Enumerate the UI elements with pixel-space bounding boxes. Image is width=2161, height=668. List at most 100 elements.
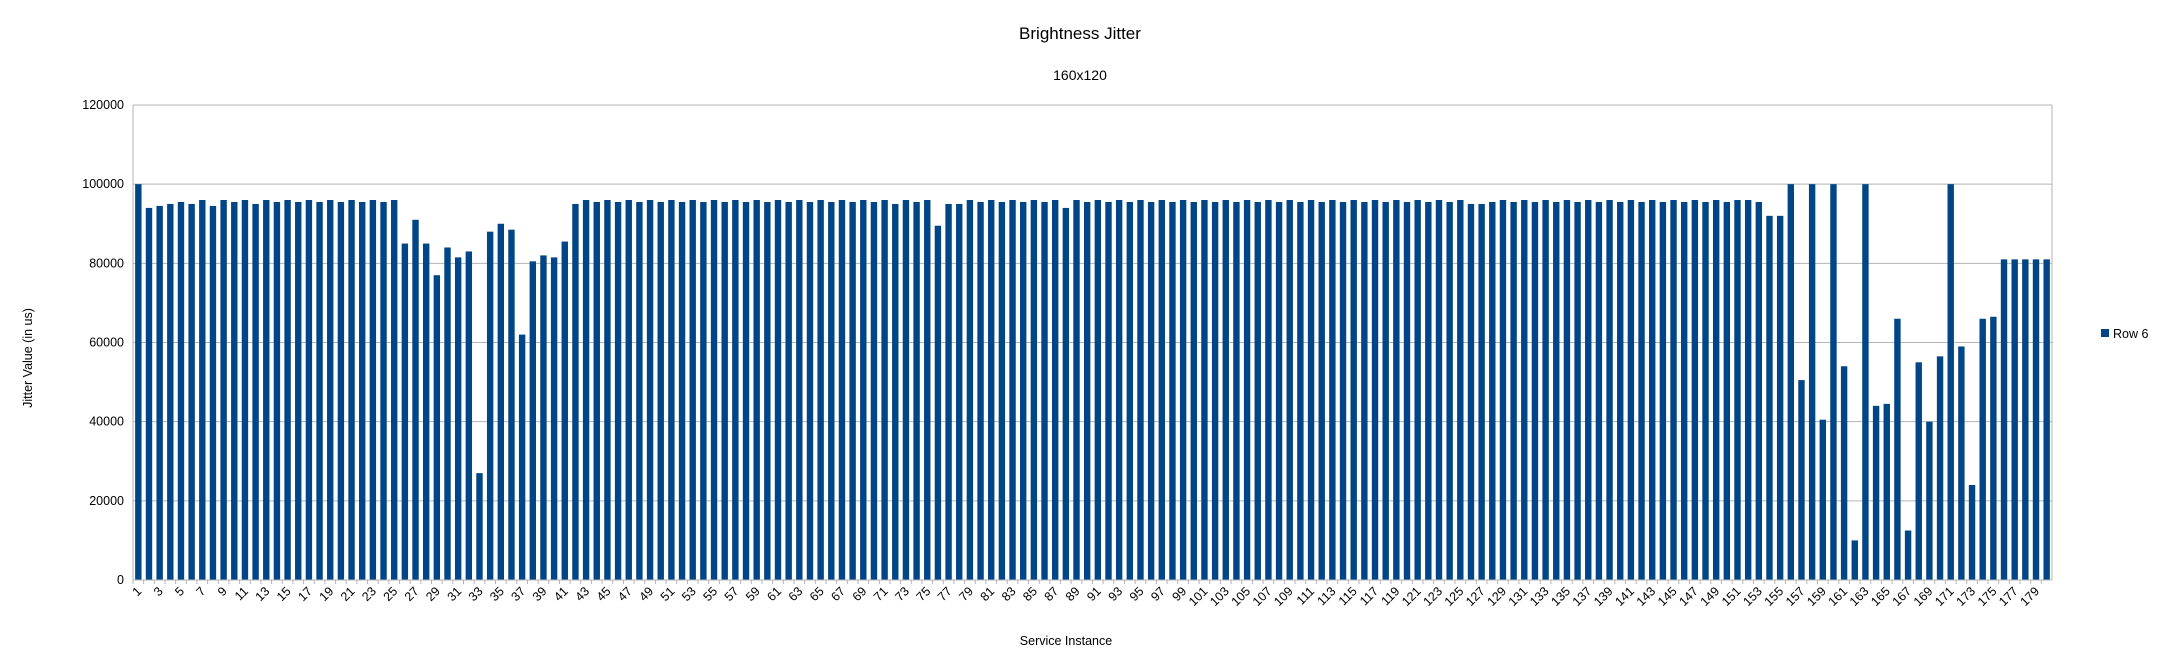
bar [988, 200, 995, 580]
bar [177, 201, 185, 580]
x-tick-label: 7 [194, 584, 209, 599]
x-tick-label: 83 [999, 584, 1019, 604]
bar [678, 201, 686, 580]
bar [956, 203, 963, 581]
x-tick-label: 15 [274, 584, 294, 604]
bar [145, 207, 153, 580]
bar [1691, 200, 1699, 580]
x-tick-label: 5 [172, 584, 187, 599]
x-tick-label: 179 [2017, 584, 2042, 609]
x-tick-label: 41 [551, 584, 571, 604]
x-tick-label: 149 [1698, 584, 1723, 609]
x-tick-label: 89 [1063, 584, 1083, 604]
x-tick-label: 45 [594, 584, 614, 604]
x-tick-label: 113 [1314, 584, 1338, 608]
x-tick-label: 63 [786, 584, 806, 604]
legend-label: Row 6 [2113, 327, 2148, 341]
bar [742, 201, 750, 580]
bar [1499, 200, 1507, 580]
bar [1489, 201, 1496, 580]
x-tick-label: 35 [487, 584, 507, 604]
bar [2043, 259, 2050, 580]
bar [1339, 201, 1347, 580]
bar [1659, 201, 1667, 580]
bar [1201, 200, 1208, 580]
bar [2022, 259, 2029, 580]
bar [1020, 201, 1027, 580]
x-tick-label: 155 [1762, 584, 1787, 609]
bar [444, 247, 451, 580]
bar [1073, 200, 1080, 580]
bar [422, 243, 430, 580]
bar [454, 257, 462, 580]
bar [465, 251, 473, 581]
bar [1158, 200, 1165, 580]
bar [646, 200, 654, 580]
bar [380, 201, 387, 580]
x-tick-label: 107 [1250, 584, 1275, 609]
x-tick-label: 23 [359, 584, 379, 604]
bar [1243, 200, 1251, 580]
bar [316, 201, 323, 580]
bar [593, 201, 600, 580]
bar [828, 201, 835, 580]
bar [689, 200, 696, 580]
bar [1883, 403, 1890, 580]
x-tick-label: 157 [1783, 584, 1808, 609]
x-tick-label: 117 [1357, 584, 1381, 608]
bar [1009, 200, 1016, 580]
bar [1041, 201, 1048, 580]
bar [295, 201, 302, 580]
bar [1595, 201, 1603, 580]
x-tick-label: 151 [1719, 584, 1744, 609]
bar [1457, 200, 1464, 580]
bar [710, 200, 718, 580]
x-tick-label: 99 [1170, 584, 1190, 604]
bar [1350, 200, 1357, 580]
bar [305, 200, 313, 580]
x-tick-label: 129 [1484, 584, 1509, 609]
bar [1734, 200, 1741, 580]
x-tick-label: 47 [615, 584, 635, 604]
x-tick-label: 97 [1148, 584, 1168, 604]
chart-subtitle: 160x120 [1053, 67, 1107, 83]
bar [135, 184, 142, 580]
bar [348, 200, 355, 580]
bar [1702, 201, 1709, 580]
x-tick-label: 19 [317, 584, 337, 604]
x-tick-label: 141 [1612, 584, 1637, 609]
x-tick-label: 137 [1570, 584, 1595, 609]
x-tick-label: 87 [1042, 584, 1062, 604]
bar [721, 201, 728, 580]
bar [1915, 362, 1922, 580]
bar [1137, 200, 1144, 580]
bar [359, 201, 366, 580]
x-tick-label: 75 [914, 584, 934, 604]
y-tick-label: 40000 [89, 415, 124, 429]
bar [934, 225, 942, 580]
bar [582, 200, 590, 580]
x-tick-label: 3 [151, 584, 166, 599]
x-tick-label: 91 [1084, 584, 1104, 604]
x-tick-label: 121 [1399, 584, 1424, 609]
bar [1542, 200, 1549, 580]
bar [1329, 200, 1336, 580]
bar [1297, 201, 1304, 580]
x-tick-label: 147 [1676, 584, 1701, 609]
bar [1894, 318, 1901, 580]
x-tick-label: 159 [1804, 584, 1829, 609]
bar [1105, 201, 1112, 580]
x-tick-label: 165 [1868, 584, 1893, 609]
x-tick-label: 43 [572, 584, 592, 604]
bar [209, 205, 217, 580]
bar [849, 201, 856, 580]
bar [1190, 201, 1197, 580]
bar [1979, 318, 1986, 580]
bar [806, 201, 814, 580]
x-tick-label: 95 [1127, 584, 1147, 604]
x-tick-label: 105 [1229, 584, 1254, 609]
x-tick-label: 1 [130, 584, 145, 599]
x-tick-label: 143 [1634, 584, 1659, 609]
bar [1211, 201, 1219, 580]
bar [1712, 200, 1720, 580]
